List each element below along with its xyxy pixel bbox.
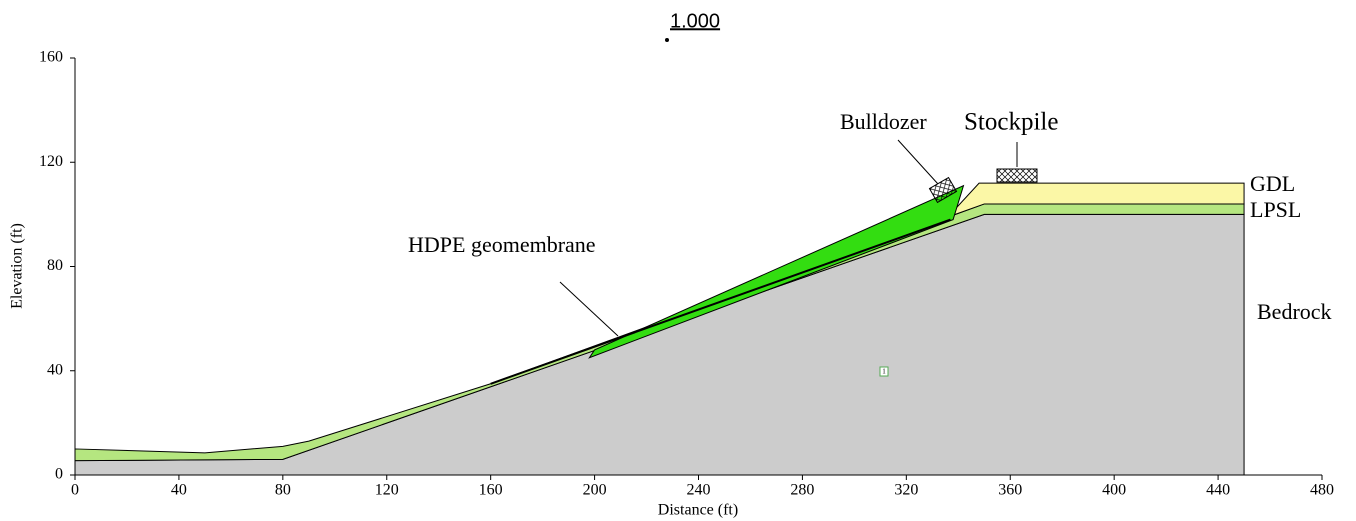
stockpile-load [996, 168, 1038, 183]
soil-layer [74, 213, 1245, 476]
annotation: Bulldozer [840, 109, 927, 134]
x-tick-label: 240 [687, 482, 711, 499]
layer-label: GDL [1250, 171, 1295, 196]
region-box [879, 366, 889, 377]
x-tick-label: 40 [171, 482, 187, 499]
hdpe-arrow [559, 281, 619, 337]
slip-center [665, 38, 669, 42]
bulldozer-load [928, 176, 958, 204]
soil-layer [947, 182, 1245, 218]
y-tick-label: 80 [47, 257, 63, 274]
x-tick-label: 280 [790, 482, 814, 499]
y-axis-title: Elevation (ft) [9, 223, 26, 309]
x-tick-label: 360 [998, 482, 1022, 499]
y-tick-label: 160 [39, 49, 63, 66]
y-tick-label: 0 [55, 466, 63, 483]
x-tick-label: 120 [375, 482, 399, 499]
x-tick-label: 400 [1102, 482, 1126, 499]
annotation: Stockpile [964, 109, 1058, 136]
region-label: 1 [882, 368, 886, 376]
layer-label: LPSL [1250, 197, 1301, 222]
geomembrane [490, 218, 951, 385]
layer-label: Bedrock [1257, 299, 1332, 324]
x-axis-title: Distance (ft) [658, 502, 738, 519]
factor-of-safety: 1.000 [670, 10, 720, 32]
x-tick-label: 200 [583, 482, 607, 499]
x-tick-label: 160 [479, 482, 503, 499]
x-tick-label: 480 [1310, 482, 1334, 499]
x-tick-label: 320 [894, 482, 918, 499]
y-tick-label: 40 [47, 361, 63, 378]
y-tick-label: 120 [39, 153, 63, 170]
x-tick-label: 80 [275, 482, 291, 499]
bulldozer-arrow [897, 139, 939, 185]
x-tick-label: 440 [1206, 482, 1230, 499]
layer-label: HDPE geomembrane [408, 232, 596, 257]
x-tick-label: 0 [71, 482, 79, 499]
